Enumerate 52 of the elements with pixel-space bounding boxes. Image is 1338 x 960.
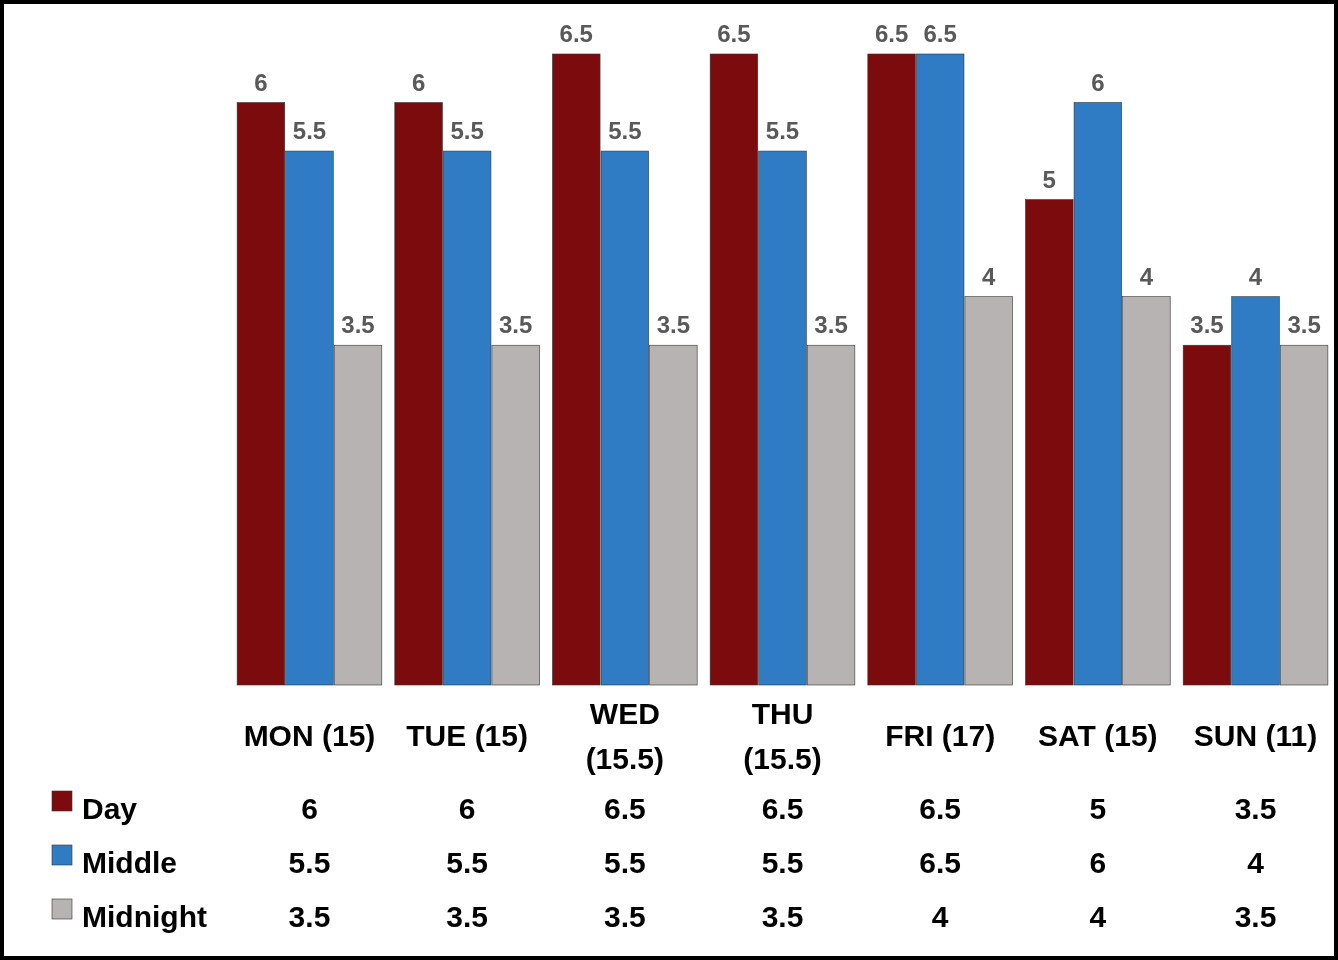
data-label: 6.5 [919,845,962,879]
annotation: 4 [1248,262,1263,290]
data-label: 3.5 [761,899,804,933]
data-label: 6.5 [761,791,804,825]
data-label: 3.5 [446,899,489,933]
data-label: 6 [1089,845,1107,879]
data-label: 5.5 [761,845,804,879]
x-tick-label: THU (15.5) [743,697,822,775]
annotation: 5.5 [765,117,800,145]
legend-label: Midnight [82,899,207,933]
data-label: 4 [931,899,949,933]
annotation: 5.5 [608,117,642,145]
data-label: 4 [1089,899,1107,933]
annotation: 3.5 [814,311,848,339]
annotation: 5.5 [292,117,327,145]
data-label: 6 [458,791,476,825]
x-tick-label: MON (15) [243,719,376,752]
annotation: 3.5 [1287,311,1321,339]
data-label: 6.5 [603,791,646,825]
data-label: 5.5 [288,845,331,879]
annotation: 6 [1091,68,1105,96]
x-tick-label: TUE (15) [406,719,528,752]
text: 6.5 [559,20,593,47]
legend-label: Middle [82,845,177,879]
annotation: 4 [982,262,997,290]
annotation: 3.5 [656,311,691,339]
data-label: 6 [301,791,318,825]
data-label: 3.5 [288,899,331,933]
x-tick-label: SAT (15) [1038,719,1158,752]
annotation: 5 [1042,165,1056,193]
data-label: 3.5 [1234,899,1277,933]
data-label: 4 [1247,845,1265,879]
text: 6.5 [874,20,909,47]
data-label: 5.5 [603,845,646,879]
data-label: 6.5 [919,791,962,825]
x-tick-label: WED (15.5) [585,697,665,775]
annotation: 3.5 [341,311,375,339]
text: 6.5 [717,20,751,47]
x-tick-label: FRI (17) [885,719,996,752]
data-label: 5.5 [446,845,489,879]
data-label: 3.5 [603,899,646,933]
annotation: 5.5 [450,117,484,145]
text: 6.5 [923,20,957,47]
annotation: 6 [254,68,268,96]
legend-label: Day [82,791,138,825]
annotation: 6 [411,68,426,96]
data-label: 5 [1089,791,1107,825]
annotation: 3.5 [499,311,533,339]
x-tick-label: SUN (11) [1193,719,1318,752]
annotation: 3.5 [1190,311,1224,339]
data-label: 3.5 [1234,791,1277,825]
annotation: 4 [1139,262,1154,290]
